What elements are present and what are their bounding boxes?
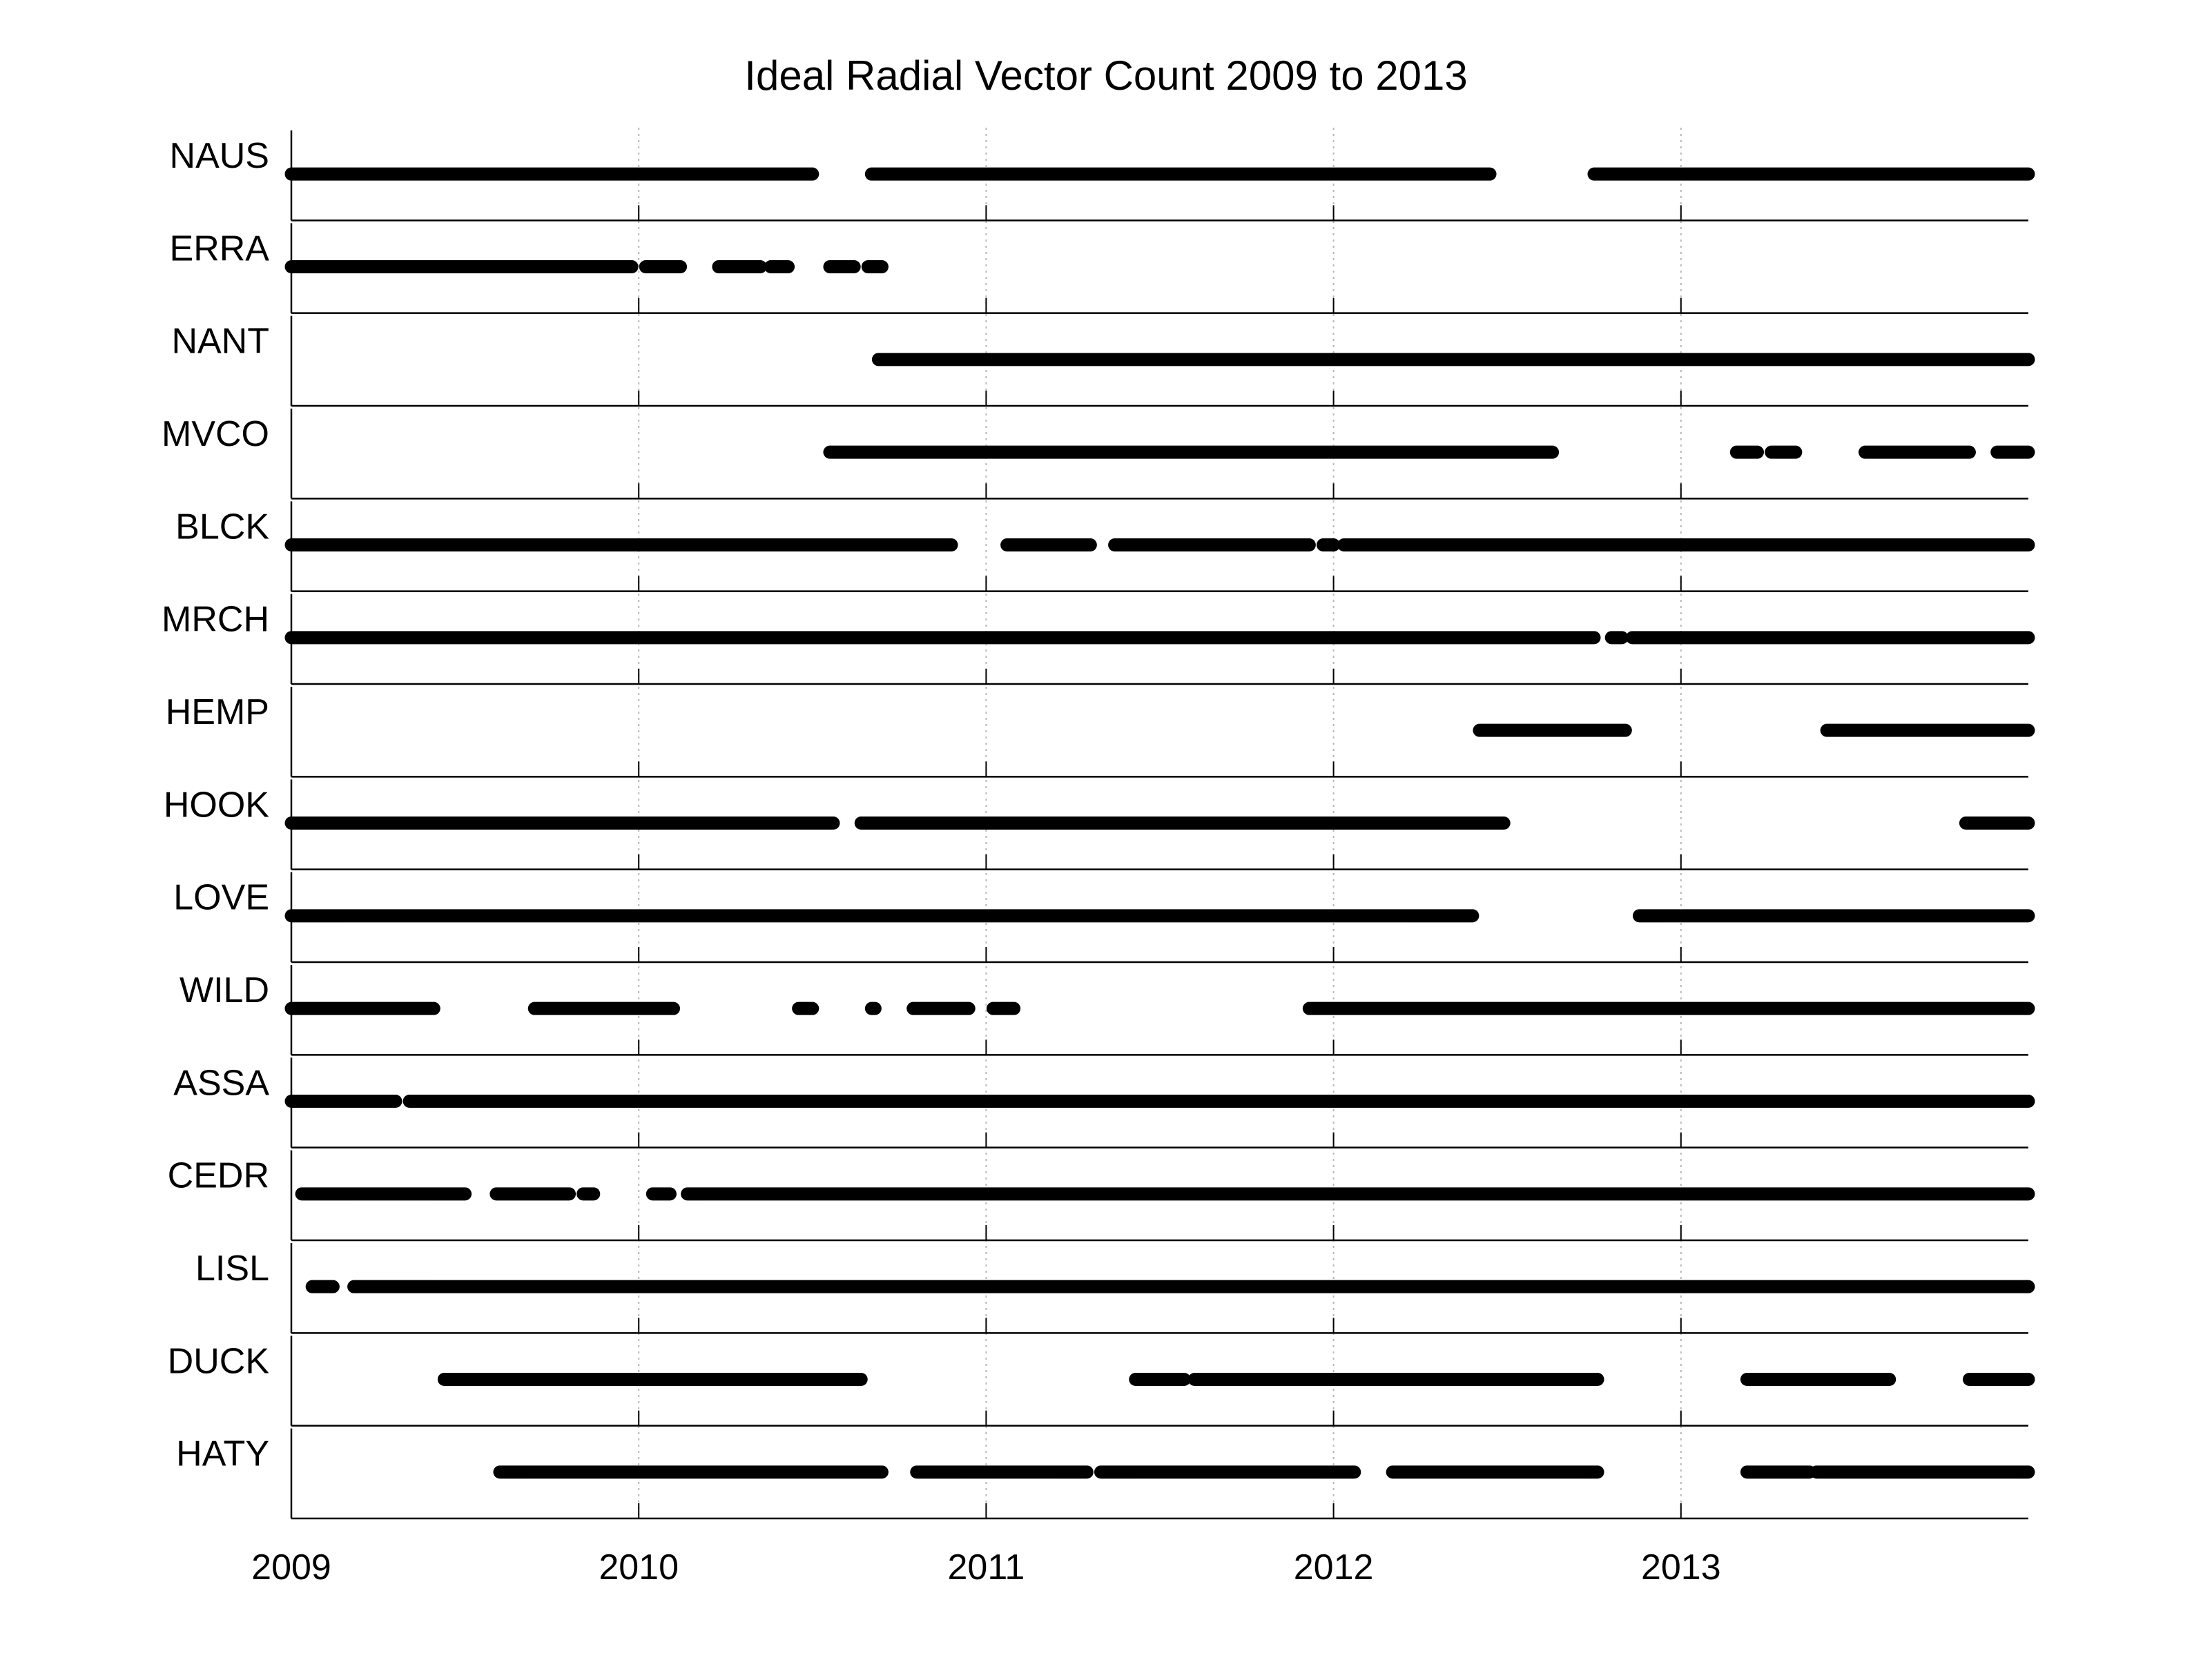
station-label-mvco: MVCO <box>162 414 269 454</box>
x-tick-label-2013: 2013 <box>1641 1547 1721 1587</box>
panel-erra: ERRA <box>170 223 2028 314</box>
panel-mrch: MRCH <box>162 594 2035 685</box>
station-label-hemp: HEMP <box>166 692 269 732</box>
station-label-nant: NANT <box>171 322 269 362</box>
panel-cedr: CEDR <box>168 1150 2035 1242</box>
panel-wild: WILD <box>180 965 2035 1056</box>
panel-nant: NANT <box>171 315 2035 407</box>
panel-duck: DUCK <box>168 1336 2035 1427</box>
x-tick-label-2010: 2010 <box>599 1547 679 1587</box>
x-tick-label-2012: 2012 <box>1294 1547 1374 1587</box>
station-label-lisl: LISL <box>195 1249 269 1289</box>
station-label-haty: HATY <box>176 1434 269 1474</box>
x-tick-label-2011: 2011 <box>947 1547 1025 1587</box>
panel-mvco: MVCO <box>162 409 2035 500</box>
panel-lisl: LISL <box>195 1243 2035 1334</box>
station-label-erra: ERRA <box>170 228 270 268</box>
station-label-mrch: MRCH <box>162 600 269 640</box>
station-label-hook: HOOK <box>164 785 269 825</box>
x-axis-ticks: 2009 2010 2011 2012 2013 <box>251 1547 1720 1587</box>
panel-haty: HATY <box>176 1428 2035 1520</box>
station-label-blck: BLCK <box>175 507 269 547</box>
panel-blck: BLCK <box>175 501 2035 592</box>
station-label-wild: WILD <box>180 970 269 1010</box>
station-label-duck: DUCK <box>168 1341 270 1381</box>
panel-hemp: HEMP <box>166 687 2035 778</box>
panel-love: LOVE <box>173 872 2035 964</box>
station-label-cedr: CEDR <box>168 1156 269 1196</box>
x-tick-label-2009: 2009 <box>251 1547 331 1587</box>
station-label-naus: NAUS <box>170 136 269 176</box>
station-label-love: LOVE <box>173 878 269 918</box>
panel-naus: NAUS <box>170 130 2035 222</box>
panel-assa: ASSA <box>173 1057 2035 1148</box>
station-panels: NAUS ERRA NANT MVCO BLCK MRCH HEMP HOOK LOVE WILD… <box>162 130 2035 1520</box>
station-label-assa: ASSA <box>173 1063 269 1103</box>
panel-hook: HOOK <box>164 779 2035 870</box>
chart-title: Ideal Radial Vector Count 2009 to 2013 <box>744 52 1467 99</box>
